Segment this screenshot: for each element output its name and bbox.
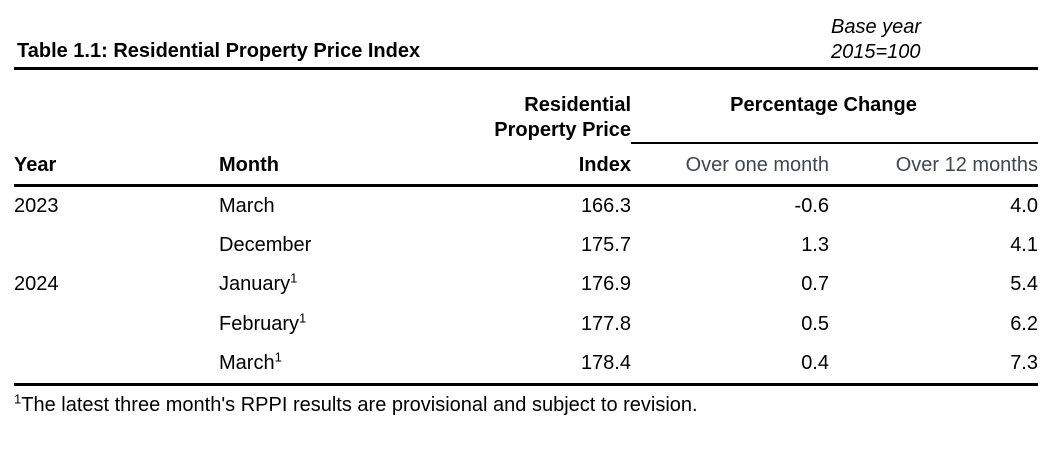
cell-year: 2023 [14,195,59,217]
base-year-note: Base year 2015=100 [831,15,921,65]
table-row: March1 178.4 0.4 7.3 [14,344,1038,383]
cell-change-over-one-month: -0.6 [794,195,829,217]
col-header-month: Month [219,154,279,176]
cell-month: December [219,226,455,265]
table-header: Residential Percentage Change Property P… [14,93,1038,187]
col-header-index-line2: Property Price [494,119,631,141]
cell-year [14,344,219,383]
month-label: March [219,351,275,374]
cell-change-over-one-month: 1.3 [801,234,829,257]
footnote-marker: 1 [274,349,282,365]
cell-year [14,305,219,344]
cell-change-over-one-month: 0.5 [801,312,829,335]
cell-index: 178.4 [580,351,631,374]
cell-change-over-12-months: 4.1 [1010,234,1038,257]
table-row: 2024 January1 176.9 0.7 5.4 [14,265,1038,304]
footnote-marker: 1 [299,309,307,325]
cell-month: March [219,187,455,226]
cell-change-over-12-months: 7.3 [1010,351,1038,374]
col-header-over-12-months: Over 12 months [895,154,1038,176]
base-year-label: Base year [831,16,922,38]
cell-index: 176.9 [580,273,631,296]
table-row: December 175.7 1.3 4.1 [14,226,1038,265]
cell-change-over-12-months: 5.4 [1010,273,1038,296]
cell-index: 166.3 [580,195,631,217]
cell-month: February1 [219,305,455,344]
table-row: February1 177.8 0.5 6.2 [14,305,1038,344]
col-header-index-line1: Residential [524,94,631,116]
cell-year: 2024 [14,273,59,296]
cell-index: 177.8 [580,312,631,335]
cell-change-over-12-months: 6.2 [1010,312,1038,335]
cell-index: 175.7 [580,234,631,257]
cell-year [14,226,219,265]
table-body: 2023 March 166.3 -0.6 4.0 December 175.7… [14,187,1038,386]
cell-change-over-one-month: 0.7 [801,273,829,296]
footnote-text: The latest three month's RPPI results ar… [21,393,698,416]
page-content: Base year 2015=100 Table 1.1: Residentia… [14,0,1038,417]
col-group-percentage-change: Percentage Change [631,93,1038,144]
table-row: 2023 March 166.3 -0.6 4.0 [14,187,1038,226]
col-header-index-line3: Index [578,154,631,176]
cell-month: January1 [219,265,455,304]
col-header-over-one-month: Over one month [685,154,829,176]
table-title: Table 1.1: Residential Property Price In… [17,40,421,62]
base-year-value: 2015=100 [831,41,921,63]
col-header-year: Year [14,154,57,176]
footnote: 1The latest three month's RPPI results a… [14,386,1038,417]
month-label: March [219,195,275,217]
footnote-marker: 1 [290,270,298,286]
footnote-superscript: 1 [14,391,22,407]
cell-change-over-12-months: 4.0 [1010,195,1038,217]
cell-month: March1 [219,344,455,383]
cell-change-over-one-month: 0.4 [801,351,829,374]
month-label: January [219,273,291,296]
masthead: Base year 2015=100 Table 1.1: Residentia… [14,0,1038,70]
month-label: December [219,234,312,257]
month-label: February [219,312,300,335]
